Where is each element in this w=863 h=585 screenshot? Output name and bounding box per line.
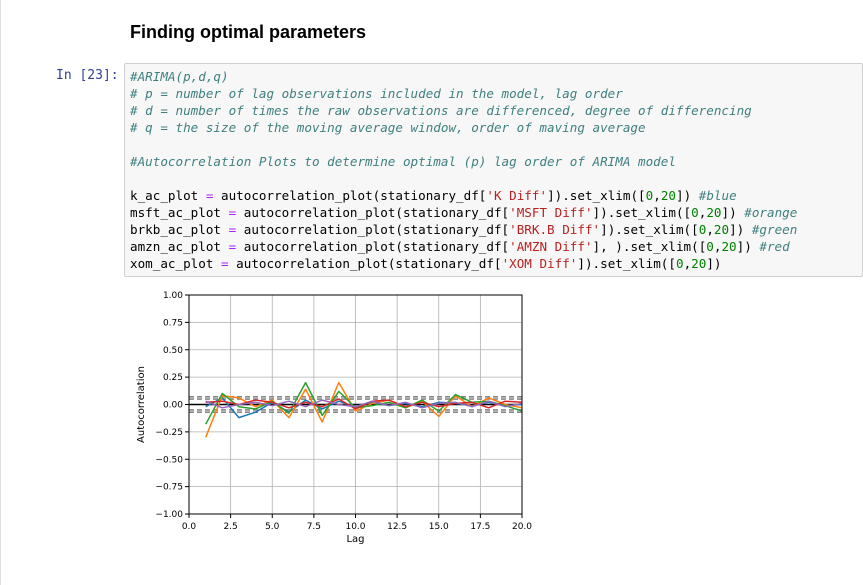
code-token: #ARIMA(p,d,q)	[130, 69, 229, 84]
cell-output: 0.0 2.5 5.0 7.5 10.0 12.5 15.0 17.5 20.0 1.00 0.75…	[124, 282, 544, 552]
y-tick-label: −0.25	[155, 428, 183, 438]
code-token: ,	[706, 222, 714, 237]
code-token: amzn_ac_plot	[130, 239, 229, 254]
code-line: brkb_ac_plot = autocorrelation_plot(stat…	[130, 221, 797, 238]
cell-prompt: In [23]:	[56, 68, 119, 83]
code-token: ,	[713, 239, 722, 254]
series-line	[205, 381, 523, 425]
code-token: =	[221, 256, 229, 271]
code-token: #green	[751, 222, 798, 237]
code-token: #orange	[744, 205, 798, 220]
code-token: 20	[706, 205, 722, 220]
code-token: 0	[675, 256, 684, 271]
code-token: ,	[653, 188, 661, 203]
code-token: =	[205, 188, 214, 203]
code-token: 'MSFT Diff'	[509, 205, 593, 220]
x-tick-label: 2.5	[223, 522, 237, 532]
code-line: xom_ac_plot = autocorrelation_plot(stati…	[130, 255, 797, 272]
code-token: 0	[645, 188, 654, 203]
y-tick-label: 0.25	[163, 373, 183, 383]
code-token: ]).set_xlim([	[600, 222, 699, 237]
code-token: #blue	[698, 188, 737, 203]
code-line: k_ac_plot = autocorrelation_plot(station…	[130, 187, 797, 204]
y-tick-label: −0.75	[155, 483, 183, 493]
code-line: # p = number of lag observations include…	[130, 85, 797, 102]
code-line	[130, 136, 797, 153]
code-editor[interactable]: #ARIMA(p,d,q) # p = number of lag observa…	[130, 68, 797, 272]
y-tick-label: 0.75	[163, 318, 183, 328]
code-token: #red	[759, 239, 790, 254]
code-token: 'XOM Diff'	[501, 256, 578, 271]
code-line: # d = number of times the raw observatio…	[130, 102, 797, 119]
x-tick-label: 5.0	[265, 522, 280, 532]
code-token: ]).set_xlim([	[592, 205, 692, 220]
code-line: #ARIMA(p,d,q)	[130, 68, 797, 85]
code-token: 20	[721, 239, 737, 254]
x-tick-label: 15.0	[429, 522, 449, 532]
y-tick-label: 1.00	[163, 291, 183, 301]
code-token: ,	[698, 205, 707, 220]
x-axis-label: Lag	[346, 534, 364, 545]
x-tick-label: 17.5	[470, 522, 490, 532]
code-token: ])	[729, 222, 752, 237]
y-tick-label: −0.50	[155, 455, 183, 465]
code-token: ])	[676, 188, 699, 203]
code-token: ,	[683, 256, 692, 271]
code-token: ]).set_xlim([	[547, 188, 646, 203]
code-line: amzn_ac_plot = autocorrelation_plot(stat…	[130, 238, 797, 255]
x-tick-label: 20.0	[512, 522, 532, 532]
code-token: autocorrelation_plot(stationary_df[	[236, 239, 510, 254]
code-token: =	[228, 239, 237, 254]
code-token: 20	[660, 188, 676, 203]
code-token: =	[228, 205, 237, 220]
code-line: #Autocorrelation Plots to determine opti…	[130, 153, 797, 170]
code-token: ])	[706, 256, 722, 271]
code-token: # p = number of lag observations include…	[130, 86, 623, 101]
code-token: ], ).set_xlim([	[592, 239, 707, 254]
x-tick-label: 7.5	[307, 522, 321, 532]
series-line	[205, 399, 523, 409]
x-tick-label: 12.5	[387, 522, 407, 532]
code-token: autocorrelation_plot(stationary_df[	[236, 222, 510, 237]
autocorrelation-chart: 0.0 2.5 5.0 7.5 10.0 12.5 15.0 17.5 20.0 1.00 0.75…	[136, 291, 532, 545]
code-line	[130, 170, 797, 187]
x-tick-label: 10.0	[345, 522, 365, 532]
code-line: # q = the size of the moving average win…	[130, 119, 797, 136]
code-token: 0	[691, 205, 699, 220]
code-token: brkb_ac_plot	[130, 222, 229, 237]
code-token: ])	[736, 239, 760, 254]
code-cell[interactable]: #ARIMA(p,d,q) # p = number of lag observa…	[124, 63, 863, 277]
code-token: 20	[713, 222, 730, 237]
code-token: # q = the size of the moving average win…	[130, 120, 646, 135]
code-token: 0	[706, 239, 714, 254]
code-token: autocorrelation_plot(stationary_df[	[228, 256, 502, 271]
code-token: 'K Diff'	[486, 188, 548, 203]
y-tick-label: 0.00	[163, 401, 183, 411]
code-token: autocorrelation_plot(stationary_df[	[236, 205, 510, 220]
x-tick-label: 0.0	[182, 522, 197, 532]
page-title: Finding optimal parameters	[130, 22, 367, 42]
code-line: msft_ac_plot = autocorrelation_plot(stat…	[130, 204, 797, 221]
code-token: ])	[721, 205, 745, 220]
code-token: 0	[698, 222, 707, 237]
code-token: msft_ac_plot	[130, 205, 229, 220]
series-line	[205, 398, 523, 410]
notebook-left-border	[0, 0, 1, 585]
y-tick-label: 0.50	[163, 346, 183, 356]
code-token: =	[228, 222, 237, 237]
code-token: # d = number of times the raw observatio…	[130, 103, 752, 118]
y-tick-label: −1.00	[155, 510, 183, 520]
code-token: xom_ac_plot	[130, 256, 221, 271]
code-token: k_ac_plot	[130, 188, 206, 203]
y-axis-label: Autocorrelation	[136, 366, 147, 443]
code-token: 'BRK.B Diff'	[509, 222, 601, 237]
code-token: #Autocorrelation Plots to determine opti…	[130, 154, 676, 169]
code-token: 20	[691, 256, 707, 271]
code-token: 'AMZN Diff'	[509, 239, 593, 254]
code-token: autocorrelation_plot(stationary_df[	[213, 188, 487, 203]
code-token: ]).set_xlim([	[577, 256, 676, 271]
